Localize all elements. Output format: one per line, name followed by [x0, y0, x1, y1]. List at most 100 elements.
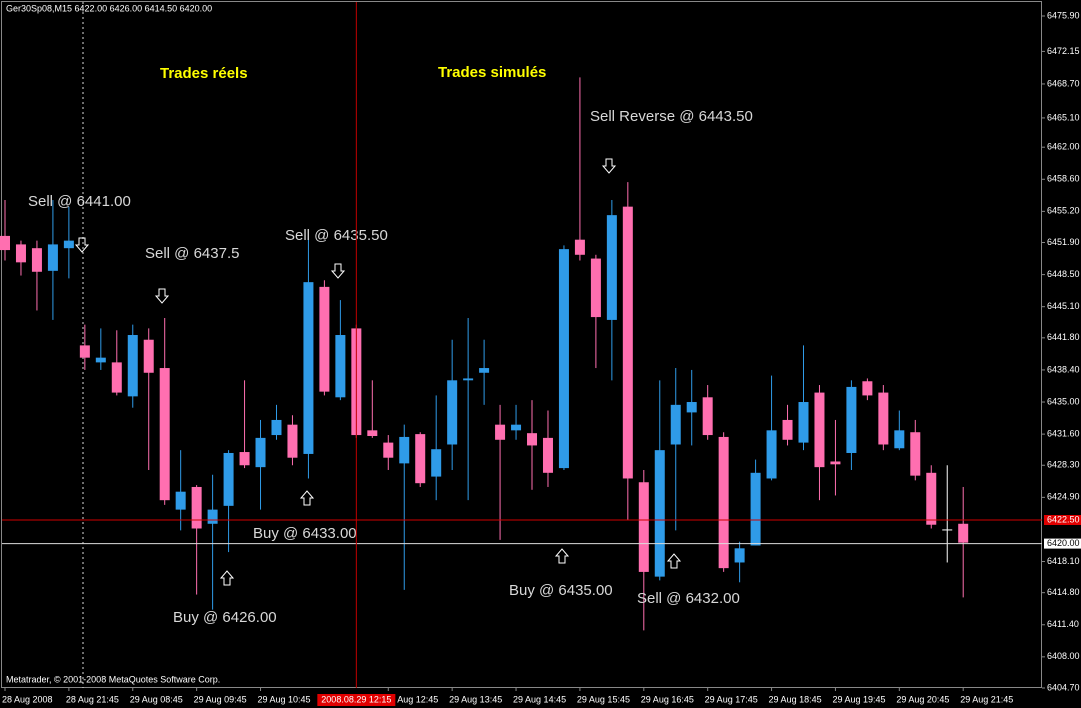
candle-body [383, 442, 394, 458]
candle-body [239, 452, 250, 466]
annotation: Sell @ 6435.50 [285, 227, 388, 244]
candle-body [431, 449, 442, 477]
candle-body [31, 248, 42, 272]
crosshair-price-bg [1044, 515, 1081, 525]
candle-body [95, 357, 106, 363]
y-tick-label: 6451.90 [1047, 237, 1080, 247]
candle-body [638, 482, 649, 572]
crosshair-time-label: 2008.08.29 12:15 [321, 694, 391, 704]
candle-body [718, 436, 729, 569]
candle-body [798, 402, 809, 443]
arrows [74, 158, 682, 586]
candle-body [958, 523, 969, 543]
x-tick-label: 28 Aug 2008 [2, 694, 53, 704]
annotation: Sell @ 6432.00 [637, 590, 740, 607]
candle-body [0, 235, 10, 251]
footer: Metatrader, © 2001-2008 MetaQuotes Softw… [6, 674, 220, 684]
candle-body [511, 424, 522, 431]
candle-body [191, 486, 202, 529]
candle-body [495, 424, 506, 440]
x-tick-label: 29 Aug 18:45 [769, 694, 822, 704]
candle-body [47, 244, 58, 271]
x-tick-label: 29 Aug 09:45 [194, 694, 247, 704]
candle-body [527, 433, 538, 446]
y-tick-label: 6431.60 [1047, 428, 1080, 438]
candle-body [606, 215, 617, 320]
annotation: Sell @ 6437.5 [145, 245, 239, 262]
y-tick-label: 6414.80 [1047, 587, 1080, 597]
candle-body [287, 424, 298, 458]
up-arrow [554, 548, 570, 564]
candle-body [79, 345, 90, 358]
candle-body [926, 472, 937, 525]
y-tick-label: 6438.40 [1047, 364, 1080, 374]
up-arrow [219, 570, 235, 586]
candle-body [686, 402, 697, 413]
candle-body [415, 434, 426, 484]
x-tick-label: 29 Aug 13:45 [449, 694, 502, 704]
candle-body [63, 240, 74, 249]
candle-body [159, 368, 170, 501]
down-arrow [74, 237, 90, 253]
annotation: Buy @ 6433.00 [253, 525, 357, 542]
annotation: Trades réels [160, 65, 248, 82]
candle-body [255, 437, 266, 468]
y-tick-label: 6404.70 [1047, 682, 1080, 692]
candle-body [223, 452, 234, 506]
x-tick-label: 29 Aug 15:45 [577, 694, 630, 704]
y-tick-label: 6448.50 [1047, 269, 1080, 279]
annotation: Buy @ 6435.00 [509, 582, 613, 599]
x-tick-label: 29 Aug 10:45 [258, 694, 311, 704]
y-tick-label: 6468.70 [1047, 78, 1080, 88]
candle-body [750, 472, 761, 546]
bid-label: 6420.00 [1047, 538, 1080, 548]
y-tick-label: 6411.40 [1047, 619, 1079, 629]
candle-body [542, 437, 553, 473]
x-tick-label: 29 Aug 16:45 [641, 694, 694, 704]
candle-body [590, 258, 601, 318]
down-arrow [330, 263, 346, 279]
y-tick-label: 6455.20 [1047, 206, 1080, 216]
candle-body [942, 529, 953, 531]
y-tick-label: 6418.10 [1047, 556, 1080, 566]
candle-body [399, 436, 410, 464]
candle-body [319, 286, 330, 392]
candle-body [734, 548, 745, 563]
candle-body [622, 206, 633, 479]
annotation: Buy @ 6426.00 [173, 609, 277, 626]
x-tick-label: 29 Aug 20:45 [896, 694, 949, 704]
candle-body [271, 419, 282, 436]
candle-body [111, 362, 122, 393]
y-tick-label: 6408.00 [1047, 651, 1080, 661]
y-tick-label: 6424.90 [1047, 492, 1080, 502]
candle-body [846, 386, 857, 453]
plot-frame [1, 1, 1042, 688]
candle-body [894, 430, 905, 449]
candle-body [862, 381, 873, 396]
x-tick-label: 29 Aug 12:45 [385, 694, 438, 704]
up-arrow [299, 490, 315, 506]
crosshair-time-bg [317, 694, 396, 706]
candle-body [463, 378, 474, 381]
candle-body [479, 368, 490, 373]
candle-body [447, 380, 458, 445]
x-tick-label: 29 Aug 19:45 [832, 694, 885, 704]
up-arrow [666, 553, 682, 569]
candle-body [830, 461, 841, 465]
candle-body [127, 335, 138, 397]
candle-body [878, 392, 889, 445]
annotation: Sell @ 6441.00 [28, 193, 131, 210]
chart-title: Ger30Sp08,M15 6422.00 6426.00 6414.50 64… [6, 3, 212, 13]
annotation: Sell Reverse @ 6443.50 [590, 108, 753, 125]
y-tick-label: 6472.15 [1047, 46, 1080, 56]
candle-body [558, 249, 569, 469]
candle-body [654, 450, 665, 577]
x-tick-label: 29 Aug 21:45 [960, 694, 1013, 704]
candle-body [702, 397, 713, 436]
y-tick-label: 6441.80 [1047, 332, 1080, 342]
y-tick-label: 6458.60 [1047, 174, 1080, 184]
candle-body [207, 509, 218, 524]
x-tick-label: 29 Aug 17:45 [705, 694, 758, 704]
